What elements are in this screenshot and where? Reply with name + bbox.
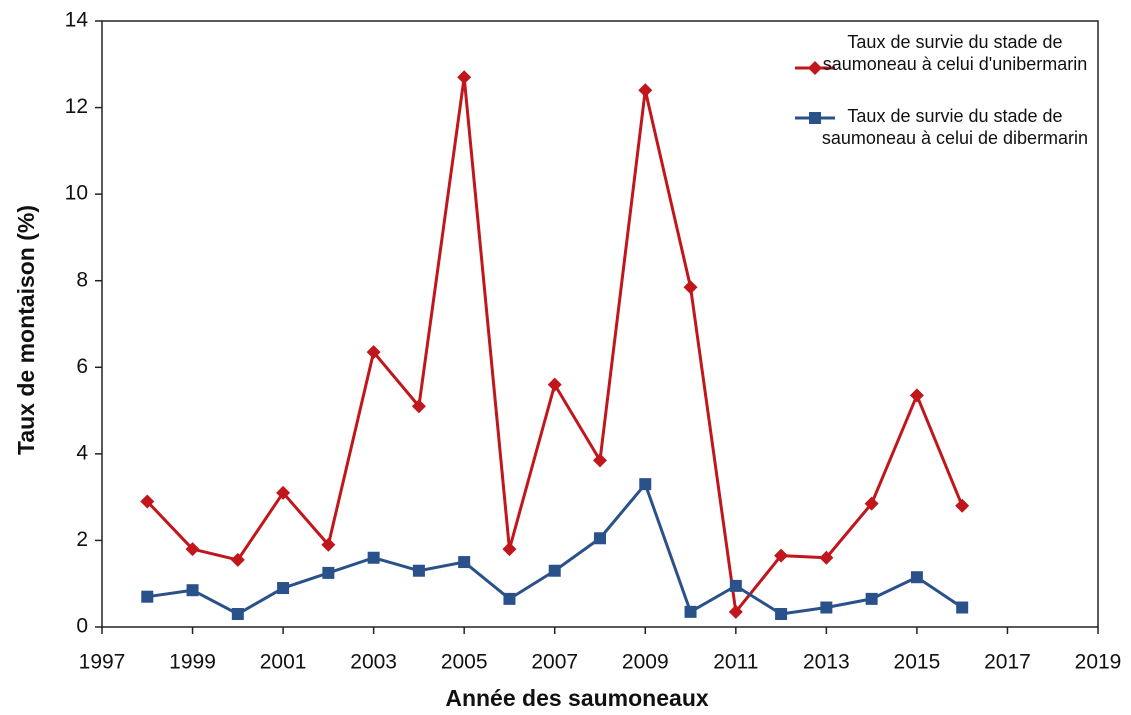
- marker: [683, 280, 698, 295]
- marker: [684, 605, 697, 618]
- marker: [729, 579, 742, 592]
- y-tick-label: 0: [76, 615, 88, 638]
- y-axis-title: Taux de montaison (%): [13, 205, 39, 455]
- marker: [594, 532, 606, 545]
- x-axis-title: Année des saumoneaux: [445, 685, 709, 711]
- x-tick-label: 2001: [260, 651, 307, 674]
- marker: [774, 548, 789, 563]
- marker: [458, 556, 471, 569]
- marker: [321, 537, 336, 552]
- y-tick-label: 2: [76, 528, 88, 551]
- marker: [820, 601, 833, 614]
- marker: [955, 498, 970, 513]
- marker: [864, 496, 879, 511]
- marker: [638, 83, 653, 98]
- marker: [277, 582, 290, 595]
- marker: [547, 377, 562, 392]
- x-tick-label: 2011: [713, 651, 758, 674]
- plot-frame: [101, 20, 1099, 628]
- x-tick-label: 2005: [441, 651, 488, 674]
- legend-label: Taux de survie du stade de saumoneau à c…: [821, 106, 1089, 148]
- series-line: [147, 482, 964, 616]
- marker: [956, 601, 969, 614]
- x-tick-label: 1999: [169, 651, 216, 674]
- y-tick-label: 4: [76, 441, 88, 464]
- legend-marker: [808, 61, 822, 75]
- y-tick-label: 8: [76, 268, 88, 291]
- x-tick-label: 2015: [894, 651, 941, 674]
- legend-label: Taux de survie du stade de saumoneau à c…: [822, 32, 1088, 74]
- marker: [276, 485, 291, 500]
- y-tick-label: 6: [76, 355, 88, 378]
- marker: [412, 564, 425, 577]
- marker: [502, 542, 517, 557]
- x-tick-label: 2009: [622, 651, 669, 674]
- x-tick-label: 2019: [1075, 651, 1122, 674]
- x-tick-label: 1997: [79, 651, 126, 674]
- x-tick-label: 2017: [984, 651, 1031, 674]
- marker: [322, 566, 335, 579]
- marker: [185, 542, 200, 557]
- marker: [186, 584, 199, 597]
- marker: [503, 592, 516, 605]
- x-tick-label: 2013: [803, 651, 850, 674]
- marker: [775, 608, 788, 621]
- marker: [819, 550, 834, 565]
- marker: [728, 604, 743, 619]
- marker: [367, 551, 380, 564]
- marker: [140, 494, 155, 509]
- series-line: [146, 75, 964, 614]
- marker: [366, 345, 381, 360]
- marker: [230, 552, 245, 567]
- marker: [910, 571, 923, 584]
- x-tick-label: 2003: [350, 651, 397, 674]
- y-tick-label: 10: [65, 182, 88, 205]
- marker: [865, 592, 878, 605]
- marker: [639, 478, 652, 491]
- marker: [548, 564, 561, 577]
- legend-marker: [809, 112, 821, 124]
- marker: [411, 399, 426, 414]
- y-tick-label: 14: [65, 9, 89, 32]
- y-tick-label: 12: [65, 95, 88, 118]
- marker: [457, 70, 472, 85]
- marker: [141, 590, 154, 603]
- marker: [231, 608, 244, 621]
- marker: [593, 453, 607, 468]
- x-tick-label: 2007: [531, 651, 578, 674]
- marker: [909, 388, 924, 403]
